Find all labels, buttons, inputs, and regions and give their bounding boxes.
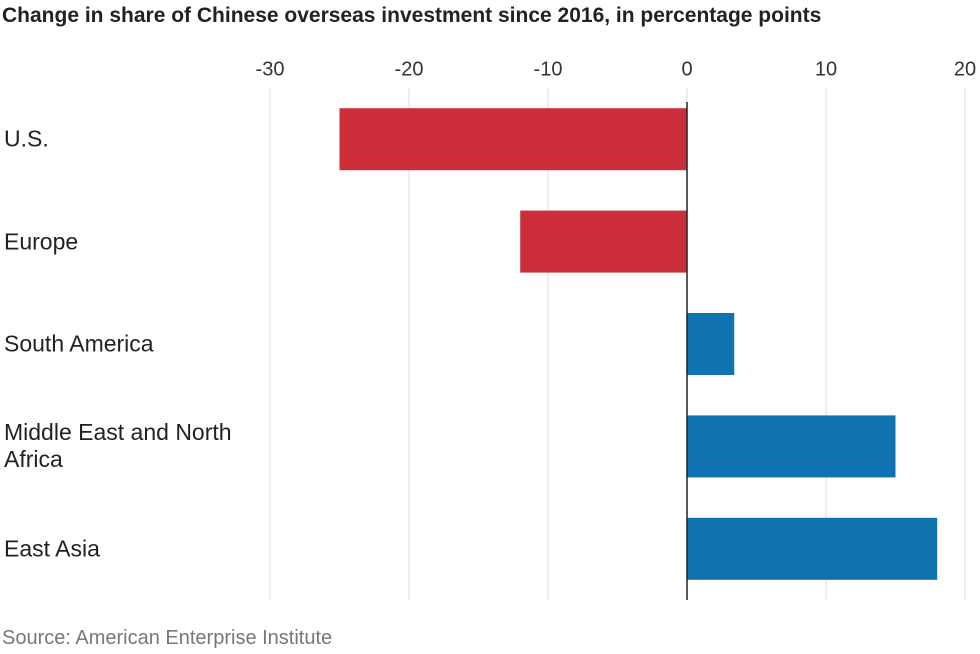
- bar: [687, 517, 938, 580]
- x-tick-label: -20: [395, 58, 424, 80]
- category-label: South America: [4, 330, 154, 357]
- category-label: East Asia: [4, 535, 100, 562]
- x-tick-label: 0: [681, 58, 692, 80]
- category-label: U.S.: [4, 125, 49, 152]
- category-label: Europe: [4, 228, 79, 255]
- x-tick-label: -10: [534, 58, 563, 80]
- x-tick-label: -30: [256, 58, 285, 80]
- chart-title: Change in share of Chinese overseas inve…: [2, 4, 822, 27]
- x-tick-label: 10: [815, 58, 837, 80]
- bar: [687, 415, 896, 478]
- bar: [520, 210, 687, 273]
- bar: [687, 313, 735, 375]
- bar: [339, 108, 687, 171]
- x-tick-label: 20: [954, 58, 976, 80]
- source-note: Source: American Enterprise Institute: [2, 627, 333, 649]
- category-label: Middle East and North Africa: [4, 419, 232, 473]
